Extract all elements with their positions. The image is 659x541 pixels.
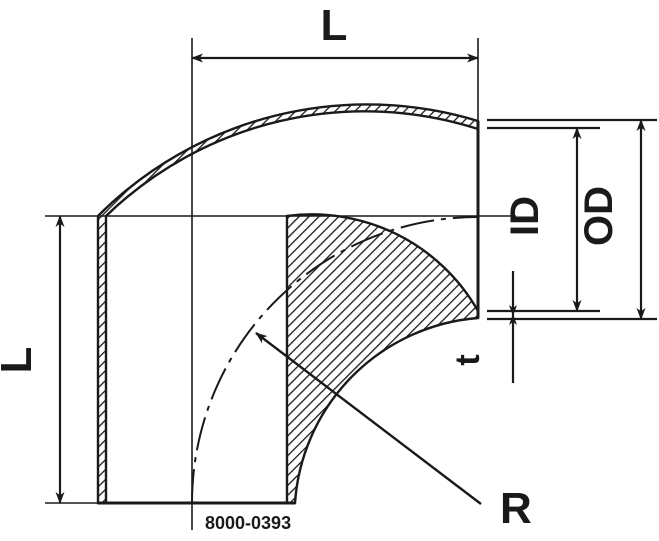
t-label: t — [449, 354, 487, 365]
id-label: ID — [503, 196, 547, 236]
dimension-length-top: L — [191, 1, 479, 63]
dimension-outer-diameter: OD — [577, 119, 646, 320]
dimension-length-left: L — [0, 215, 65, 504]
part-number-label: 8000-0393 — [205, 513, 291, 533]
dimension-wall-thickness: t — [449, 271, 517, 383]
dimension-bend-radius: R — [255, 332, 532, 533]
r-label: R — [500, 484, 532, 533]
dimension-inner-diameter: ID — [503, 127, 582, 312]
od-label: OD — [577, 186, 621, 246]
pipe-axis-centerline — [191, 216, 479, 504]
r-leader-line — [255, 332, 482, 505]
elbow-body — [96, 103, 480, 505]
length-left-label: L — [0, 347, 41, 374]
length-top-label: L — [321, 1, 348, 50]
inner-wall-hatch — [285, 213, 480, 505]
inner-wall-section — [285, 213, 480, 505]
